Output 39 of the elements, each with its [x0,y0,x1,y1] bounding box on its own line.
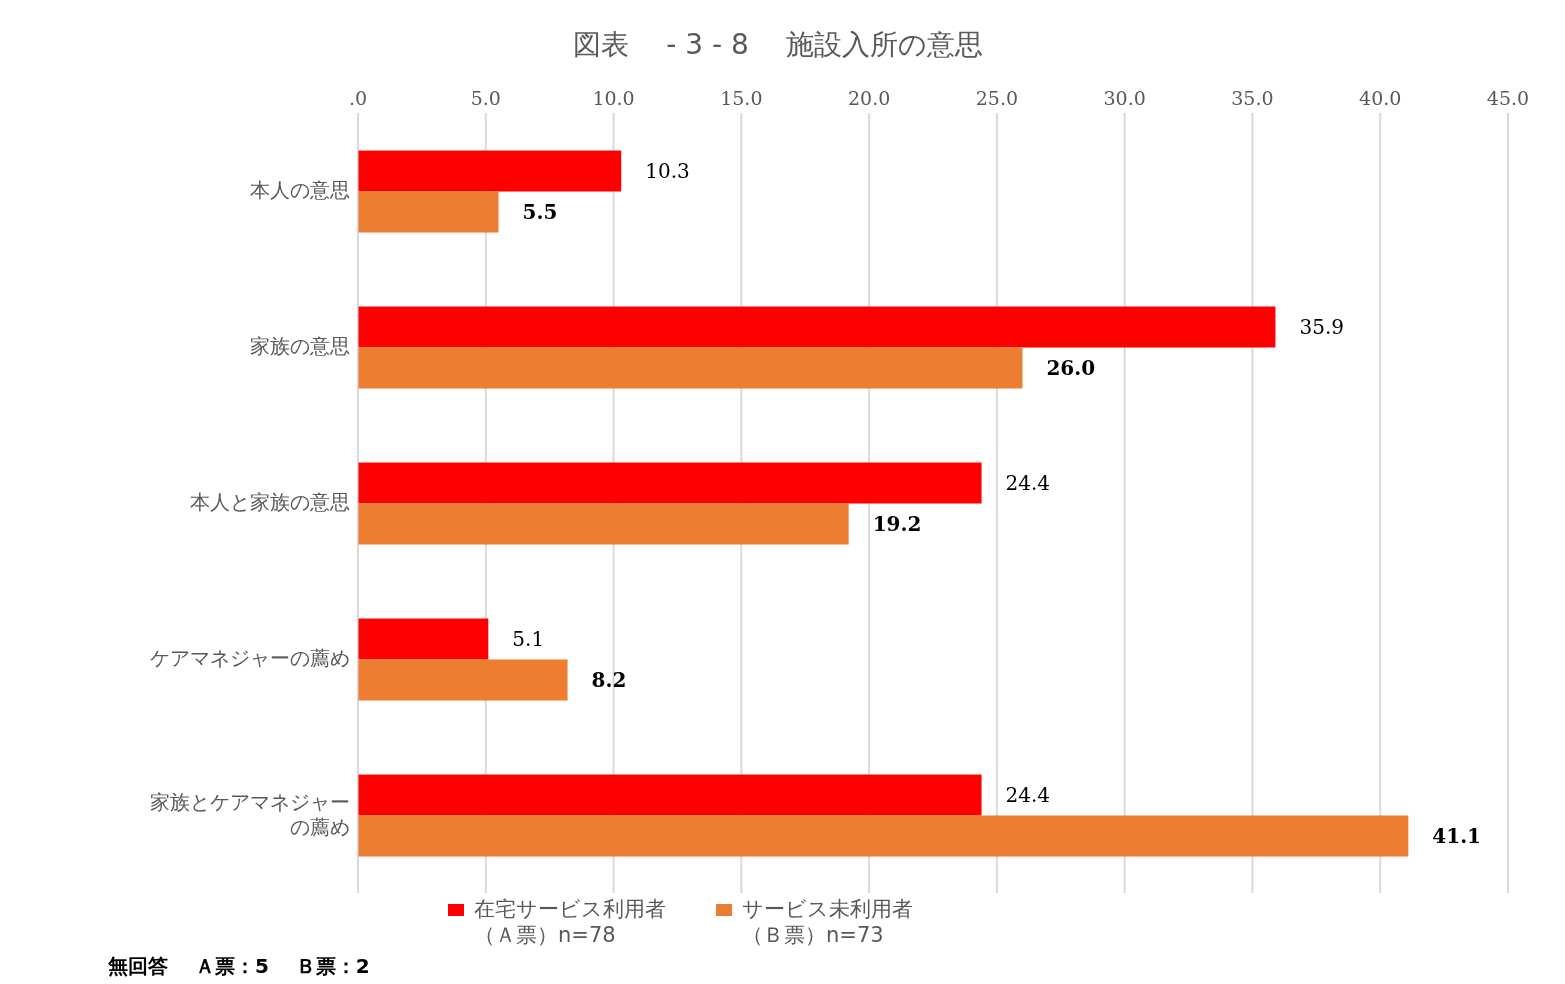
bar [358,191,499,233]
bar [358,774,982,816]
bar [358,503,849,545]
bar [358,618,489,660]
x-tick-label: 25.0 [975,87,1019,109]
legend-label: 在宅サービス利用者（Ａ票）n=78 [474,896,666,948]
x-tick-label: 40.0 [1359,87,1402,109]
bar [358,659,568,701]
x-tick-label: 5.0 [470,87,501,109]
data-label: 8.2 [591,668,627,693]
y-tick-label: 家族とケアマネジャーの薦め [150,789,350,838]
data-label: 24.4 [1005,783,1051,808]
data-label: 24.4 [1005,471,1051,496]
legend-label: サービス未利用者（Ｂ票）n=73 [742,896,913,948]
x-tick-label: 45.0 [1486,87,1530,109]
x-tick-label: .0 [348,87,368,109]
data-label: 26.0 [1046,356,1096,381]
x-tick-label: 10.0 [592,87,635,109]
data-label: 5.5 [522,200,558,225]
data-label: 35.9 [1299,315,1344,340]
x-tick-label: 35.0 [1231,87,1274,109]
y-tick-label: 本人と家族の意思 [190,489,350,514]
chart-title: 図表 - 3 - 8 施設入所の意思 [572,27,984,63]
data-label: 41.1 [1432,824,1482,849]
x-tick-label: 30.0 [1103,87,1146,109]
bar [358,150,622,192]
bar [358,462,982,504]
bar [358,306,1276,348]
y-tick-label: 家族の意思 [250,333,350,358]
y-tick-label: ケアマネジャーの薦め [150,645,350,670]
data-label: 19.2 [872,512,922,537]
y-tick-label: 本人の意思 [250,177,350,202]
text: 無回答 Ａ票：5 Ｂ票：2 [108,953,370,980]
bar [358,347,1023,389]
data-label: 5.1 [512,627,545,652]
x-tick-label: 15.0 [720,87,763,109]
data-label: 10.3 [645,159,690,184]
bar [358,815,1409,857]
x-tick-label: 20.0 [847,87,891,109]
